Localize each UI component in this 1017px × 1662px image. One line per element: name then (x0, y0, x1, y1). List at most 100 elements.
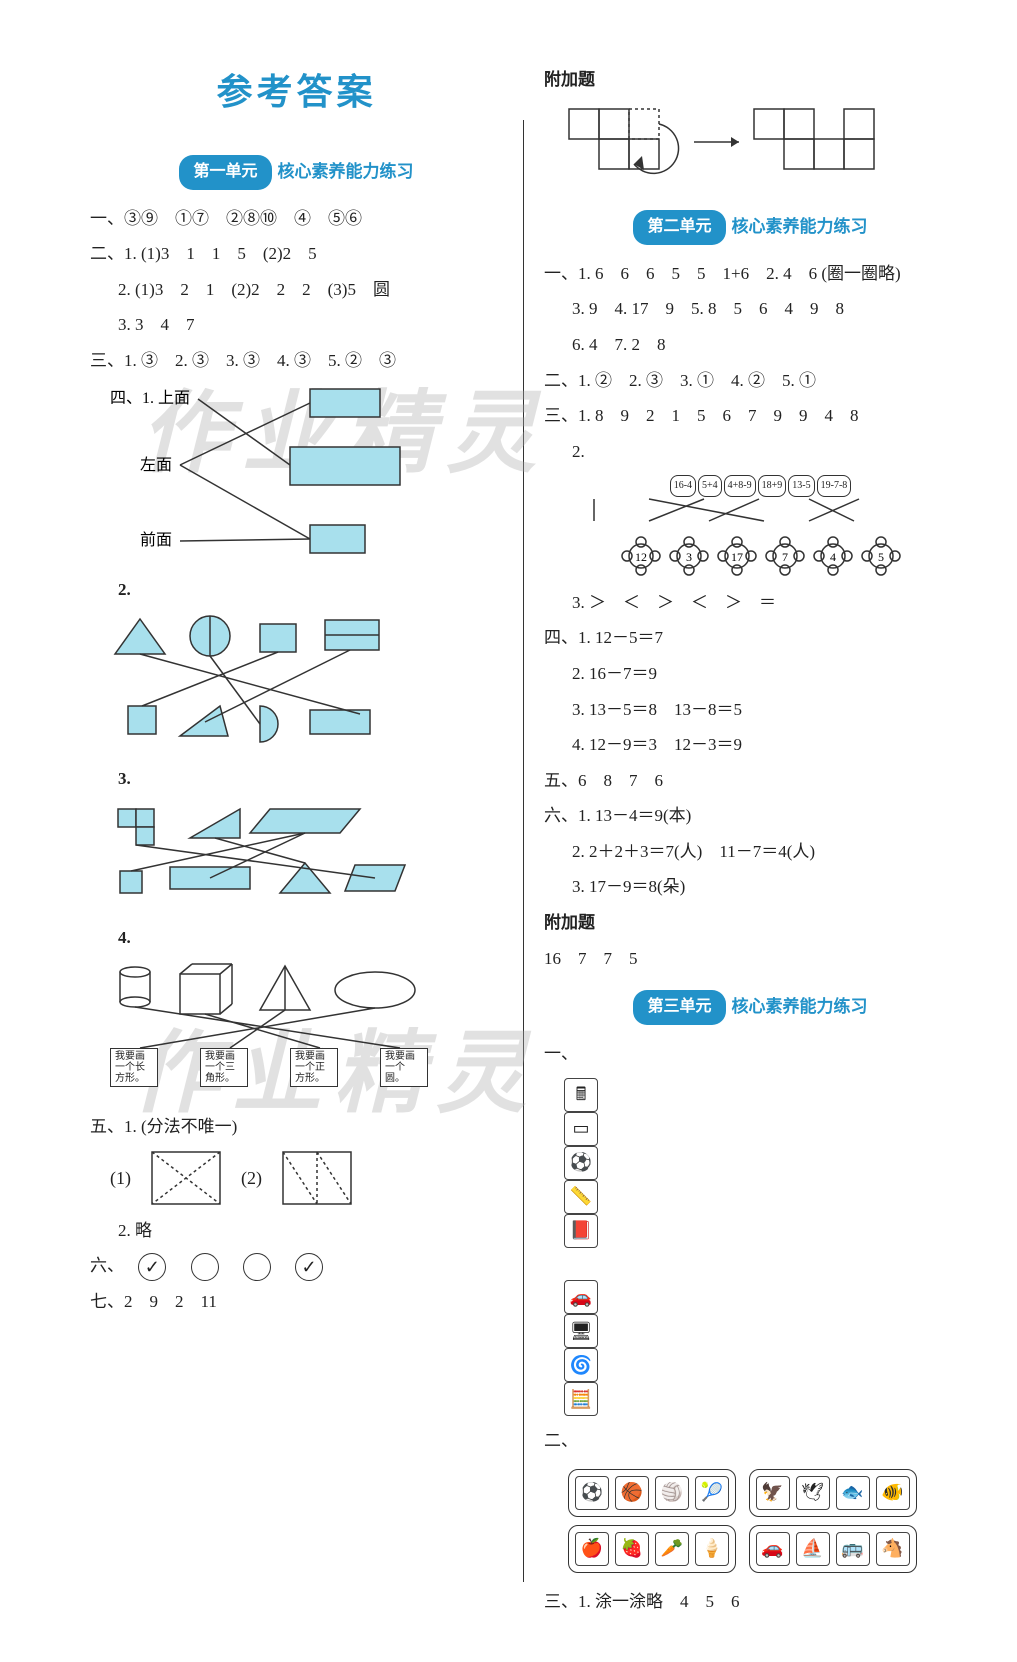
u3-q2-diagram: ⚽🏀🏐🎾 🦅🕊🐟🐠 🍎🍓🥕🍦 🚗⛵🚌🐴 (564, 1465, 957, 1577)
cloud-5: 13-5 (788, 475, 814, 497)
column-divider (523, 120, 524, 1582)
flower-3: 17 (715, 534, 759, 578)
u2-q5: 五、6 8 7 6 (544, 766, 957, 797)
u2-q3-3: 3. ＞ ＜ ＞ ＜ ＞ ＝ (544, 588, 957, 619)
matching-svg-2 (110, 614, 430, 744)
u1-q3: 三、1. ③ 2. ③ 3. ③ 4. ③ 5. ② ③ (90, 346, 503, 377)
page-title: 参考答案 (90, 60, 503, 125)
u3-q3: 三、1. 涂一涂略 4 5 6 (544, 1587, 957, 1618)
icon-tv: 🖥 (564, 1314, 598, 1348)
rect-a (310, 389, 380, 417)
cloud-row: 16-4 5+4 4+8-9 18+9 13-5 19-7-8 (564, 475, 957, 497)
unit3-header: 第三单元 核心素养能力练习 (544, 990, 957, 1025)
icon-eraser: ▭ (564, 1112, 598, 1146)
u2-q6-2: 2. 2＋2＋3＝7(人) 11－7＝4(人) (544, 837, 957, 868)
lbl-left: 左面 (140, 456, 172, 474)
unit2-label: 核心素养能力练习 (732, 212, 868, 243)
u1-q5-1: 五、1. (分法不唯一) (90, 1112, 503, 1143)
u3-q2: 二、 (544, 1426, 957, 1457)
rect-c (310, 525, 365, 553)
u1-q6: 六、 ✓ ✓ (90, 1251, 503, 1282)
u2-q1-1: 一、1. 6 6 6 5 5 1+6 2. 4 6 (圈一圈略) (544, 259, 957, 290)
unit3-label: 核心素养能力练习 (732, 992, 868, 1023)
left-column: 参考答案 第一单元 核心素养能力练习 一、③⑨ ①⑦ ②⑧⑩ ④ ⑤⑥ 二、1.… (90, 60, 503, 1622)
u2-q2: 二、1. ② 2. ③ 3. ① 4. ② 5. ① (544, 366, 957, 397)
u1-q1: 一、③⑨ ①⑦ ②⑧⑩ ④ ⑤⑥ (90, 204, 503, 235)
unit1-pill: 第一单元 (179, 155, 271, 190)
flower-6: 5 (859, 534, 903, 578)
group-1: ⚽🏀🏐🎾 (568, 1469, 736, 1517)
group-4: 🚗⛵🚌🐴 (749, 1525, 917, 1573)
cloud-4: 18+9 (758, 475, 787, 497)
u1-q4-2-label: 2. (90, 575, 503, 606)
cloud-2: 5+4 (698, 475, 722, 497)
unit2-header: 第二单元 核心素养能力练习 (544, 210, 957, 245)
u1-q4-3-diagram (110, 803, 503, 913)
u2-q1-3: 3. 9 4. 17 9 5. 8 5 6 4 9 8 (544, 294, 957, 325)
unit3-pill: 第三单元 (633, 990, 725, 1025)
right-column: 附加题 (544, 60, 957, 1622)
icon-fan: 🌀 (564, 1348, 598, 1382)
u1-q2-3: 3. 3 4 7 (90, 310, 503, 341)
u1-q4-4-label: 4. (90, 923, 503, 954)
u2-q6-1: 六、1. 13－4＝9(本) (544, 801, 957, 832)
icon-calc: 🖩 (564, 1078, 598, 1112)
appendix2-ans: 16 7 7 5 (544, 944, 957, 975)
q5-1a: (1) (110, 1162, 131, 1194)
u1-q4-3-label: 3. (90, 764, 503, 795)
fold-2 (282, 1151, 352, 1206)
flower-5: 4 (811, 534, 855, 578)
check-3 (243, 1253, 271, 1281)
unit1-header: 第一单元 核心素养能力练习 (90, 155, 503, 190)
u1-q4-4-diagram: 我要画一个长方形。 我要画一个三角形。 我要画一个正方形。 我要画一个圆。 (110, 962, 503, 1102)
flower-2: 3 (667, 534, 711, 578)
svg-text:5: 5 (878, 550, 884, 564)
u1-q2-2: 2. (1)3 2 1 (2)2 2 2 (3)5 圆 (90, 275, 503, 306)
group-2: 🦅🕊🐟🐠 (749, 1469, 917, 1517)
match-lines (564, 497, 884, 523)
check-2 (191, 1253, 219, 1281)
icon-ruler: 📏 (564, 1180, 598, 1214)
lbl-top: 四、1. 上面 (110, 389, 190, 407)
cloud-6: 19-7-8 (817, 475, 852, 497)
icon-abacus: 🧮 (564, 1382, 598, 1416)
u2-q3-2-diagram: 16-4 5+4 4+8-9 18+9 13-5 19-7-8 12 3 17 … (564, 475, 957, 577)
page: 参考答案 第一单元 核心素养能力练习 一、③⑨ ①⑦ ②⑧⑩ ④ ⑤⑥ 二、1.… (0, 0, 1017, 1662)
matching-svg-1: 四、1. 上面 左面 前面 (110, 385, 430, 555)
svg-text:12: 12 (635, 550, 647, 564)
u1-q5-1-diagram: (1) (2) (110, 1151, 503, 1206)
u3-q1: 一、 (544, 1039, 957, 1070)
u2-q4-2: 2. 16－7＝9 (544, 659, 957, 690)
icon-car: 🚗 (564, 1280, 598, 1314)
u2-q1-6: 6. 4 7. 2 8 (544, 330, 957, 361)
appendix1-diagram (564, 104, 957, 194)
flower-4: 7 (763, 534, 807, 578)
check-4: ✓ (295, 1253, 323, 1281)
unit1-label: 核心素养能力练习 (278, 157, 414, 188)
cloud-3: 4+8-9 (724, 475, 756, 497)
icon-book: 📕 (564, 1214, 598, 1248)
unfold-svg (564, 104, 924, 184)
u2-q4-3: 3. 13－5＝8 13－8＝5 (544, 695, 957, 726)
svg-text:4: 4 (830, 550, 836, 564)
u2-q4-1: 四、1. 12－5＝7 (544, 623, 957, 654)
fold-1 (151, 1151, 221, 1206)
flower-row: 12 3 17 7 4 5 (564, 534, 957, 578)
u1-q2-1: 二、1. (1)3 1 1 5 (2)2 5 (90, 239, 503, 270)
unit2-pill: 第二单元 (633, 210, 725, 245)
svg-text:17: 17 (731, 550, 743, 564)
rect-b (290, 447, 400, 485)
u2-q6-3: 3. 17－9＝8(朵) (544, 872, 957, 903)
matching-svg-3 (110, 803, 430, 903)
cloud-1: 16-4 (670, 475, 696, 497)
check-1: ✓ (138, 1253, 166, 1281)
q5-1b: (2) (241, 1162, 262, 1194)
lbl-front: 前面 (140, 531, 172, 549)
icon-ball: ⚽ (564, 1146, 598, 1180)
flower-1: 12 (619, 534, 663, 578)
u1-q4-2-diagram (110, 614, 503, 754)
u1-q5-2: 2. 略 (90, 1216, 503, 1247)
appendix2-title: 附加题 (544, 908, 957, 939)
u1-q7: 七、2 9 2 11 (90, 1287, 503, 1318)
matching-svg-4: 我要画一个长方形。 我要画一个三角形。 我要画一个正方形。 我要画一个圆。 (110, 962, 450, 1092)
